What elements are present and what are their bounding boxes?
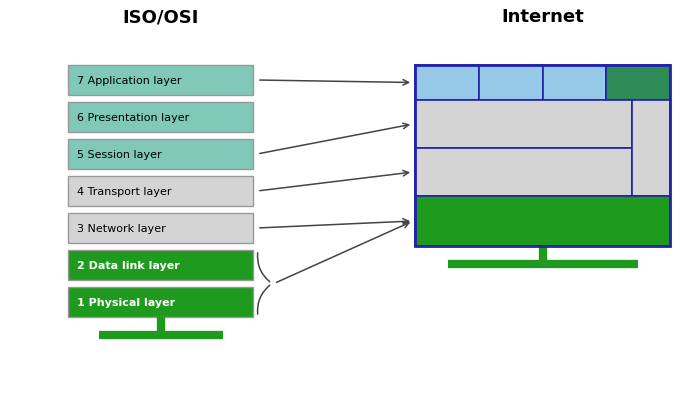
Bar [68,287,253,317]
Text: SMTP: SMTP [557,78,592,88]
Text: TCP / UDP: TCP / UDP [481,117,566,132]
Text: ISO/OSI: ISO/OSI [122,8,199,26]
Bar [68,250,253,280]
Text: 1 Physical layer: 1 Physical layer [77,297,175,307]
Text: 3 Network layer: 3 Network layer [77,224,166,233]
Bar [68,140,253,170]
Bar [68,103,253,133]
Text: 2 Data link layer: 2 Data link layer [77,260,180,270]
Bar [415,66,479,101]
Bar [542,66,606,101]
Bar [415,196,670,246]
Text: Ethernet: Ethernet [491,211,594,231]
Bar [479,66,542,101]
Text: SNMP: SNMP [492,78,528,88]
Text: IP: IP [515,165,532,180]
Bar [632,101,670,196]
Text: HTTP: HTTP [430,78,463,88]
Bar [606,66,670,101]
Bar [415,101,632,149]
Text: PROFINET: PROFINET [607,78,669,88]
Text: 5 Session layer: 5 Session layer [77,149,162,160]
Bar [68,177,253,207]
Text: PROFINET
Real-Time: PROFINET Real-Time [641,125,661,172]
Bar [68,66,253,96]
Bar [415,149,632,196]
Text: 4 Transport layer: 4 Transport layer [77,187,172,196]
Bar [68,213,253,243]
Text: Internet: Internet [501,8,584,26]
Bar [415,66,670,246]
Text: 6 Presentation layer: 6 Presentation layer [77,113,189,123]
Text: 7 Application layer: 7 Application layer [77,76,181,86]
